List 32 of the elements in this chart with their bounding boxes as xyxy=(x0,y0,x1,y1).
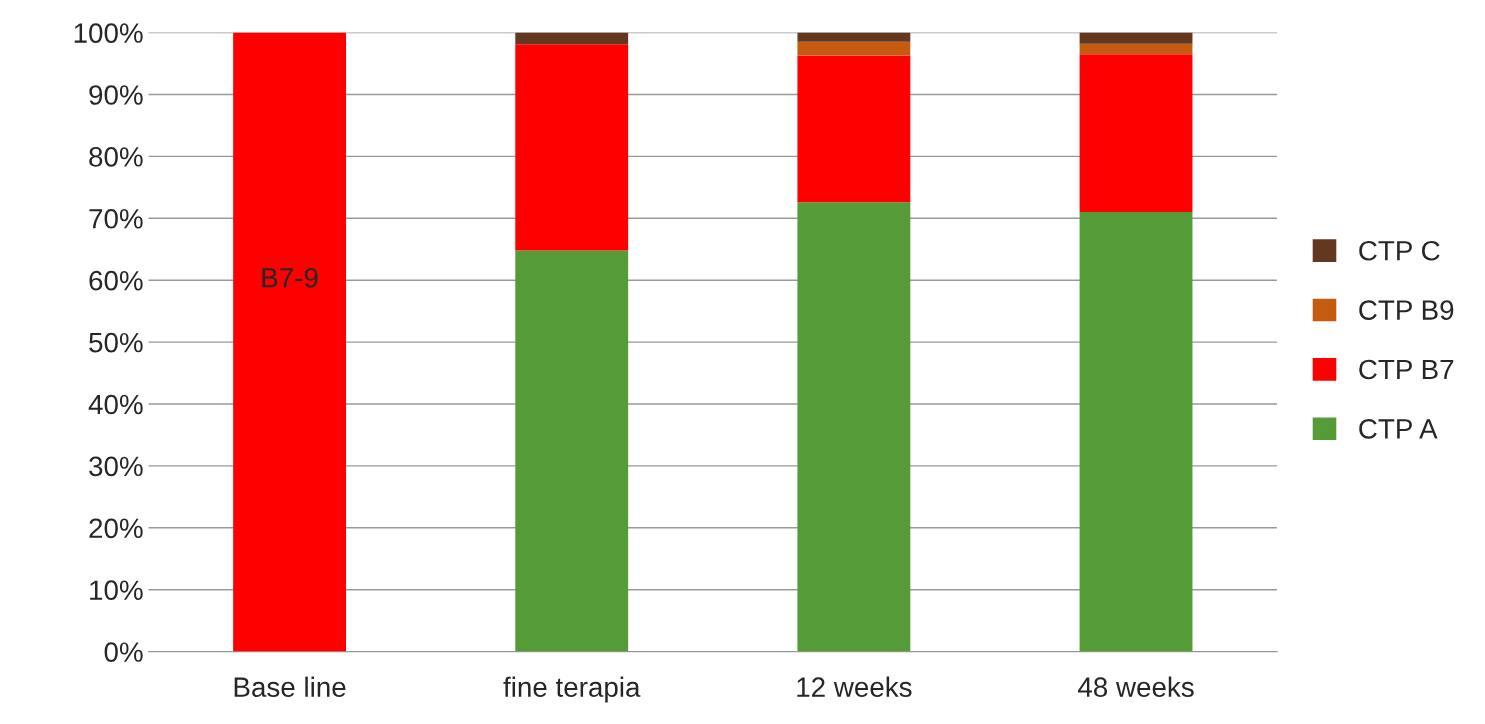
bar xyxy=(1079,32,1193,44)
y-tick-label: 10% xyxy=(90,580,143,601)
y-tick-label: 0% xyxy=(104,642,143,662)
annotation: B7-9 xyxy=(262,267,318,288)
bar xyxy=(1079,54,1193,213)
bar xyxy=(1079,43,1193,55)
bar xyxy=(797,32,911,42)
bar xyxy=(515,44,629,251)
y-tick-label: 50% xyxy=(89,332,143,353)
y-tick-label: 40% xyxy=(88,394,143,415)
y-tick-label: 20% xyxy=(89,518,143,539)
bar xyxy=(797,41,911,56)
legend-label: CTP C xyxy=(1359,240,1440,261)
x-tick-label: 12 weeks xyxy=(797,676,912,697)
bar xyxy=(515,250,629,652)
y-tick-label: 60% xyxy=(89,270,143,291)
y-tick-label: 90% xyxy=(89,85,143,105)
y-tick-label: 70% xyxy=(89,208,143,229)
legend-label: CTP B7 xyxy=(1359,359,1454,380)
bar xyxy=(233,32,347,652)
bar xyxy=(515,32,629,45)
y-tick-label: 30% xyxy=(89,456,143,477)
x-tick-label: fine terapia xyxy=(503,676,641,703)
legend-label: CTP B9 xyxy=(1359,300,1454,320)
bar xyxy=(797,202,911,652)
y-tick-label: 100% xyxy=(74,23,143,43)
legend-label: CTP A xyxy=(1359,419,1438,439)
x-tick-label: Base line xyxy=(234,676,346,697)
y-tick-label: 80% xyxy=(89,147,143,167)
bar xyxy=(797,55,911,203)
bar xyxy=(1079,212,1193,652)
x-tick-label: 48 weeks xyxy=(1077,676,1194,697)
